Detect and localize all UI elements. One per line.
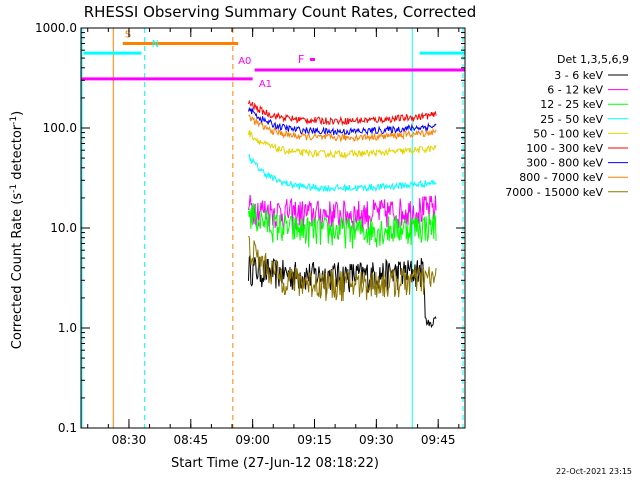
x-tick-label: 08:45 (174, 433, 209, 447)
legend-label: 50 - 100 keV (533, 127, 603, 140)
flag-marker-f (310, 57, 316, 61)
flag-label-a1: A1 (259, 79, 272, 90)
series-line (248, 114, 437, 143)
legend-label: 800 - 7000 keV (519, 171, 603, 184)
x-axis: 08:30 08:45 09:00 09:15 09:30 09:45 (87, 28, 460, 447)
x-tick-label: 09:00 (235, 433, 270, 447)
flag-label-s: S (125, 29, 131, 40)
series-line (248, 203, 437, 249)
series-line (248, 235, 437, 302)
x-axis-label: Start Time (27-Jun-12 08:18:22) (171, 456, 379, 471)
y-tick-label: 1.0 (58, 321, 77, 335)
y-axis-label-main: Corrected Count Rate (s (10, 193, 25, 350)
x-tick-label: 09:30 (359, 433, 394, 447)
flag-bars: S N A0 A1 F (81, 29, 465, 90)
flag-label-a0: A0 (238, 56, 251, 67)
legend-label: 25 - 50 keV (540, 113, 603, 126)
series-line (248, 106, 437, 136)
flag-label-n: N (152, 39, 159, 50)
flag-label-f: F (298, 53, 304, 66)
x-tick-label: 09:45 (421, 433, 456, 447)
legend-label: 100 - 300 keV (526, 142, 603, 155)
legend-label: 300 - 800 keV (526, 157, 603, 170)
legend-label: 12 - 25 keV (540, 98, 603, 111)
generation-timestamp: 22-Oct-2021 23:15 (556, 467, 632, 476)
legend-title: Det 1,3,5,6,9 (557, 53, 629, 66)
series-group (248, 99, 437, 329)
x-tick-label: 09:15 (297, 433, 332, 447)
y-tick-label: 100.0 (43, 121, 77, 135)
y-axis: 1000.0 100.0 10.0 1.0 0.1 (35, 21, 465, 435)
y-axis-label-sup: -1 (9, 184, 19, 193)
y-axis-label-sup-2: -1 (9, 116, 19, 125)
legend-label: 6 - 12 keV (547, 84, 603, 97)
legend-label: 7000 - 15000 keV (505, 186, 603, 199)
y-tick-label: 0.1 (58, 421, 77, 435)
y-tick-label: 10.0 (50, 221, 77, 235)
x-tick-label: 08:30 (112, 433, 147, 447)
y-axis-label-end: ) (10, 111, 25, 116)
series-line (248, 130, 437, 160)
series-line (248, 99, 437, 126)
series-line (248, 153, 437, 193)
chart-title: RHESSI Observing Summary Count Rates, Co… (84, 3, 477, 21)
y-axis-label-mid: detector (10, 124, 25, 184)
legend-label: 3 - 6 keV (554, 69, 603, 82)
y-axis-label: Corrected Count Rate (s-1 detector-1) (9, 111, 25, 349)
y-tick-label: 1000.0 (35, 21, 77, 35)
